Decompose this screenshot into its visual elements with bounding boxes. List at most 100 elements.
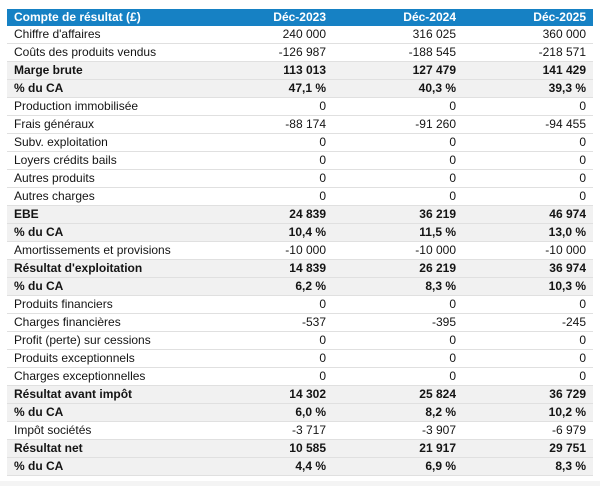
cell-value: 0 xyxy=(333,187,463,206)
cell-value: 0 xyxy=(463,133,593,152)
table-row: Charges exceptionnelles 0 0 0 xyxy=(7,367,593,386)
cell-value: -537 xyxy=(203,313,333,332)
row-label: Impôt sociétés xyxy=(7,421,203,440)
row-label: Production immobilisée xyxy=(7,97,203,116)
cell-value: 240 000 xyxy=(203,26,333,44)
row-label: Résultat d'exploitation xyxy=(7,259,203,278)
cell-value: 0 xyxy=(203,331,333,350)
row-label: % du CA xyxy=(7,79,203,98)
table-row: Chiffre d'affaires 240 000 316 025 360 000 xyxy=(7,26,593,44)
cell-value: 0 xyxy=(463,295,593,314)
cell-value: 10 585 xyxy=(203,439,333,458)
cell-value: 40,3 % xyxy=(333,79,463,98)
row-label: Autres produits xyxy=(7,169,203,188)
cell-value: 0 xyxy=(463,349,593,368)
cell-value: 11,5 % xyxy=(333,223,463,242)
cell-value: 13,0 % xyxy=(463,223,593,242)
cell-value: 6,2 % xyxy=(203,277,333,296)
cell-value: -3 717 xyxy=(203,421,333,440)
cell-value: -10 000 xyxy=(203,241,333,260)
cell-value: 6,0 % xyxy=(203,403,333,422)
table-row: Résultat d'exploitation 14 839 26 219 36 97… xyxy=(7,259,593,278)
cell-value: 0 xyxy=(463,187,593,206)
cell-value: 26 219 xyxy=(333,259,463,278)
row-label: Frais généraux xyxy=(7,115,203,134)
cell-value: 8,3 % xyxy=(333,277,463,296)
cell-value: 316 025 xyxy=(333,26,463,44)
cell-value: 0 xyxy=(203,133,333,152)
row-label: Marge brute xyxy=(7,61,203,80)
cell-value: -6 979 xyxy=(463,421,593,440)
cell-value: -94 455 xyxy=(463,115,593,134)
cell-value: 360 000 xyxy=(463,26,593,44)
row-label: Résultat net xyxy=(7,439,203,458)
row-label: Résultat avant impôt xyxy=(7,385,203,404)
cell-value: -188 545 xyxy=(333,43,463,62)
cell-value: 0 xyxy=(333,151,463,170)
table-row: EBE 24 839 36 219 46 974 xyxy=(7,205,593,224)
cell-value: -10 000 xyxy=(333,241,463,260)
cell-value: 0 xyxy=(333,295,463,314)
row-label: % du CA xyxy=(7,223,203,242)
cell-value: 10,2 % xyxy=(463,403,593,422)
table-row: % du CA 6,2 % 8,3 % 10,3 % xyxy=(7,277,593,296)
cell-value: 113 013 xyxy=(203,61,333,80)
cell-value: 0 xyxy=(463,331,593,350)
table-row: Produits financiers 0 0 0 xyxy=(7,295,593,314)
cell-value: 46 974 xyxy=(463,205,593,224)
row-label: Loyers crédits bails xyxy=(7,151,203,170)
cell-value: 0 xyxy=(203,367,333,386)
cell-value: 14 839 xyxy=(203,259,333,278)
cell-value: 36 219 xyxy=(333,205,463,224)
cell-value: 141 429 xyxy=(463,61,593,80)
cell-value: 36 729 xyxy=(463,385,593,404)
header-col-dec-2023: Déc-2023 xyxy=(203,9,333,26)
cell-value: 0 xyxy=(333,367,463,386)
cell-value: 0 xyxy=(203,151,333,170)
table-row: Autres charges 0 0 0 xyxy=(7,187,593,206)
table-header: Compte de résultat (£) Déc-2023 Déc-2024… xyxy=(7,9,593,26)
cell-value: 8,2 % xyxy=(333,403,463,422)
cell-value: 10,4 % xyxy=(203,223,333,242)
row-label: Charges financières xyxy=(7,313,203,332)
cell-value: -395 xyxy=(333,313,463,332)
cell-value: 0 xyxy=(333,97,463,116)
table-row: % du CA 47,1 % 40,3 % 39,3 % xyxy=(7,79,593,98)
cell-value: 0 xyxy=(203,187,333,206)
cell-value: 47,1 % xyxy=(203,79,333,98)
row-label: Coûts des produits vendus xyxy=(7,43,203,62)
header-title: Compte de résultat (£) xyxy=(7,9,203,26)
cell-value: -88 174 xyxy=(203,115,333,134)
cell-value: 36 974 xyxy=(463,259,593,278)
cell-value: 0 xyxy=(463,367,593,386)
row-label: Produits exceptionnels xyxy=(7,349,203,368)
row-label: % du CA xyxy=(7,457,203,476)
cell-value: 127 479 xyxy=(333,61,463,80)
table-row: Frais généraux -88 174 -91 260 -94 455 xyxy=(7,115,593,134)
cell-value: 24 839 xyxy=(203,205,333,224)
cell-value: 39,3 % xyxy=(463,79,593,98)
cell-value: -126 987 xyxy=(203,43,333,62)
table-row: Coûts des produits vendus -126 987 -188 54… xyxy=(7,43,593,62)
table-row: Loyers crédits bails 0 0 0 xyxy=(7,151,593,170)
cell-value: 21 917 xyxy=(333,439,463,458)
cell-value: -10 000 xyxy=(463,241,593,260)
cell-value: 4,4 % xyxy=(203,457,333,476)
header-col-dec-2024: Déc-2024 xyxy=(333,9,463,26)
table-body: Chiffre d'affaires 240 000 316 025 360 000 C… xyxy=(7,26,593,476)
income-statement-table: Compte de résultat (£) Déc-2023 Déc-2024… xyxy=(7,9,593,476)
cell-value: 0 xyxy=(463,97,593,116)
cell-value: 29 751 xyxy=(463,439,593,458)
cell-value: 8,3 % xyxy=(463,457,593,476)
table-row: Résultat net 10 585 21 917 29 751 xyxy=(7,439,593,458)
row-label: Charges exceptionnelles xyxy=(7,367,203,386)
table-row: Amortissements et provisions -10 000 -10 0… xyxy=(7,241,593,260)
cell-value: 0 xyxy=(333,133,463,152)
table-row: Subv. exploitation 0 0 0 xyxy=(7,133,593,152)
cell-value: 0 xyxy=(333,331,463,350)
row-label: Amortissements et provisions xyxy=(7,241,203,260)
page-bottom-strip xyxy=(0,481,600,486)
cell-value: 0 xyxy=(333,169,463,188)
cell-value: -245 xyxy=(463,313,593,332)
